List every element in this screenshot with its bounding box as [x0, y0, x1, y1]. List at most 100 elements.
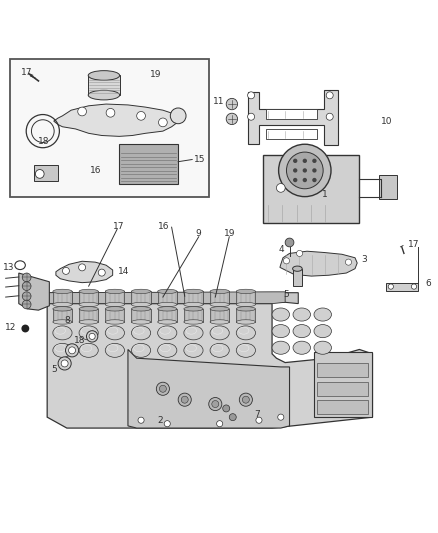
Text: 5: 5 [284, 290, 290, 300]
Text: 4: 4 [279, 245, 284, 254]
Bar [79, 292, 98, 304]
Ellipse shape [236, 306, 255, 311]
Circle shape [388, 284, 393, 289]
Circle shape [226, 99, 237, 110]
Circle shape [293, 168, 297, 173]
Ellipse shape [236, 320, 255, 324]
Text: 18: 18 [74, 336, 85, 345]
Circle shape [256, 417, 262, 423]
Ellipse shape [272, 341, 290, 354]
Bar [236, 309, 255, 322]
Ellipse shape [184, 326, 203, 340]
Circle shape [297, 251, 303, 256]
Bar [53, 292, 72, 304]
Text: 14: 14 [118, 267, 130, 276]
Ellipse shape [272, 308, 290, 321]
Ellipse shape [53, 320, 72, 324]
Polygon shape [49, 292, 285, 304]
Bar [53, 309, 72, 322]
Bar [293, 269, 302, 286]
Circle shape [326, 113, 333, 120]
Circle shape [326, 92, 333, 99]
Text: 17: 17 [21, 68, 32, 77]
Ellipse shape [131, 343, 151, 357]
Ellipse shape [272, 325, 290, 338]
Circle shape [286, 152, 323, 189]
Circle shape [312, 178, 317, 182]
Circle shape [22, 282, 31, 290]
Bar [34, 165, 58, 181]
Ellipse shape [53, 289, 72, 294]
Text: 19: 19 [150, 70, 161, 79]
Circle shape [86, 330, 98, 342]
Circle shape [247, 113, 254, 120]
Circle shape [137, 111, 145, 120]
Circle shape [138, 417, 144, 423]
Ellipse shape [53, 326, 72, 340]
Text: 13: 13 [3, 263, 14, 272]
Circle shape [239, 393, 252, 406]
Ellipse shape [184, 343, 203, 357]
Ellipse shape [53, 302, 72, 306]
Circle shape [229, 414, 236, 421]
Ellipse shape [184, 289, 203, 294]
Circle shape [63, 268, 70, 274]
Circle shape [247, 92, 254, 99]
Text: 7: 7 [254, 409, 259, 418]
Text: 16: 16 [159, 222, 170, 231]
Ellipse shape [158, 326, 177, 340]
Circle shape [303, 168, 307, 173]
Circle shape [22, 292, 31, 301]
Text: 10: 10 [381, 117, 393, 126]
Ellipse shape [236, 326, 255, 340]
Bar [119, 144, 178, 183]
Circle shape [283, 258, 290, 264]
Bar [317, 364, 368, 377]
Ellipse shape [131, 326, 151, 340]
Circle shape [178, 393, 191, 406]
Ellipse shape [79, 289, 98, 294]
Bar [385, 282, 418, 290]
Ellipse shape [158, 343, 177, 357]
Ellipse shape [105, 289, 124, 294]
Bar [158, 309, 177, 322]
Bar [210, 309, 229, 322]
Bar [184, 292, 203, 304]
Circle shape [276, 183, 285, 192]
Ellipse shape [131, 289, 151, 294]
Circle shape [181, 396, 188, 403]
Ellipse shape [105, 343, 124, 357]
Bar [379, 175, 396, 199]
Ellipse shape [293, 266, 302, 271]
Text: 1: 1 [322, 190, 328, 199]
Ellipse shape [184, 306, 203, 311]
Polygon shape [19, 273, 49, 310]
Ellipse shape [184, 320, 203, 324]
Circle shape [159, 385, 166, 392]
Ellipse shape [158, 289, 177, 294]
Circle shape [35, 169, 44, 179]
Circle shape [58, 357, 71, 370]
Text: 2: 2 [158, 416, 163, 425]
Bar [105, 309, 124, 322]
Ellipse shape [158, 306, 177, 311]
Bar [105, 292, 124, 304]
Circle shape [293, 159, 297, 163]
Circle shape [106, 108, 115, 117]
Bar [10, 59, 209, 197]
Circle shape [223, 405, 230, 412]
Text: 16: 16 [90, 166, 102, 175]
Ellipse shape [158, 320, 177, 324]
Ellipse shape [79, 343, 98, 357]
Polygon shape [280, 251, 357, 276]
Ellipse shape [131, 306, 151, 311]
Circle shape [98, 269, 105, 276]
Ellipse shape [88, 90, 120, 100]
Bar [263, 155, 360, 223]
Ellipse shape [53, 343, 72, 357]
Ellipse shape [88, 71, 120, 80]
Ellipse shape [293, 341, 311, 354]
Bar [314, 352, 372, 417]
Ellipse shape [53, 306, 72, 311]
Circle shape [78, 264, 85, 271]
